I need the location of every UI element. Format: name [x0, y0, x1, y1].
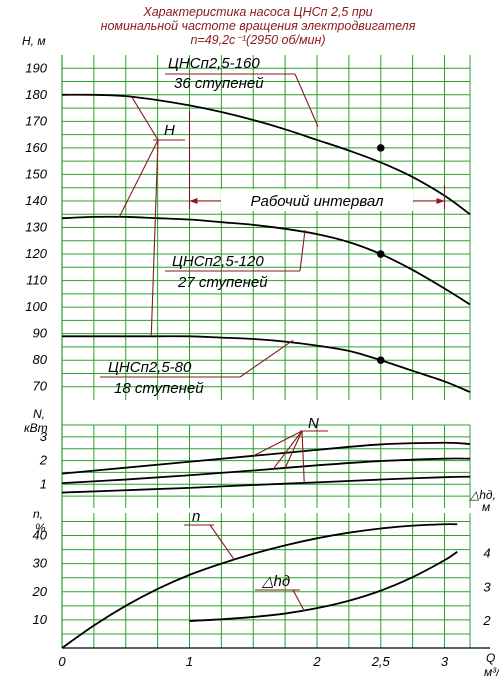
power-axis-label: N,	[33, 407, 45, 421]
head-tick-label: 170	[25, 113, 47, 128]
interval-arrow-left	[189, 197, 198, 204]
head-tick-label: 120	[25, 246, 47, 261]
h-leader-1	[118, 139, 159, 218]
eff-tick-label: 10	[33, 612, 48, 627]
head-curve-0	[61, 93, 471, 215]
x-tick-label: 2,5	[371, 654, 391, 669]
x-tick-label: 2	[312, 654, 321, 669]
n-leader-1	[284, 430, 303, 469]
head-tick-label: 90	[33, 326, 48, 341]
npsh-label: △hд	[261, 573, 290, 590]
h-leader-0	[131, 97, 159, 141]
npsh-tick-label: 3	[483, 579, 491, 594]
series-label-leader-2	[239, 339, 294, 378]
npsh-leader	[292, 589, 305, 612]
chart-title-line3: n=49,2с⁻¹(2950 об/мин)	[190, 33, 325, 47]
eff-tick-label: 40	[33, 528, 48, 543]
head-tick-label: 110	[26, 273, 47, 288]
x-tick-label: 0	[58, 654, 66, 669]
eff-axis-label: n,	[33, 507, 43, 521]
power-curve-0	[61, 441, 471, 475]
eff-axis-unit: %	[35, 521, 46, 535]
interval-arrow-right	[436, 197, 445, 204]
head-marker-2	[376, 356, 385, 364]
chart-title-line2: номинальной частоте вращения электродвиг…	[101, 19, 416, 33]
head-marker-0	[376, 144, 385, 152]
power-tick-label: 1	[40, 476, 47, 491]
head-curve-2	[62, 335, 471, 393]
head-tick-label: 150	[25, 166, 47, 181]
eff-label: n	[192, 508, 200, 525]
power-tick-label: 2	[39, 453, 48, 468]
n-label: N	[308, 415, 319, 432]
head-tick-label: 160	[25, 140, 47, 155]
grid-layer	[61, 55, 471, 648]
head-marker-1	[376, 250, 385, 258]
series-label-leader-1	[299, 230, 306, 272]
npsh-curve-0	[189, 551, 458, 622]
n-leader-3	[271, 430, 303, 471]
head-tick-label: 180	[25, 87, 47, 102]
npsh-tick-label: 2	[482, 613, 491, 628]
head-tick-label: 70	[33, 379, 48, 394]
eff-tick-label: 20	[32, 584, 48, 599]
head-curve-1	[61, 215, 471, 306]
x-axis-unit: м³/ч	[484, 665, 499, 679]
power-curve-2	[61, 475, 471, 494]
chart-title-line1: Характеристика насоса ЦНСп 2,5 при	[142, 5, 372, 19]
power-axis-unit: кВт	[24, 421, 48, 435]
npsh-axis-unit: м	[482, 500, 490, 514]
npsh-axis-label: △hд,	[469, 488, 496, 502]
power-curve-1	[61, 457, 471, 484]
series-pump-label-2: ЦНСп2,5-80	[108, 359, 192, 376]
head-tick-label: 140	[25, 193, 47, 208]
series-stages-label-2: 18 ступеней	[114, 380, 204, 397]
head-tick-label: 190	[25, 60, 47, 75]
n-leader-0	[253, 430, 303, 457]
series-stages-label-0: 36 ступеней	[174, 75, 264, 92]
head-tick-label: 100	[25, 299, 47, 314]
x-axis-label: Q	[486, 651, 495, 665]
h-leader-2	[150, 139, 159, 337]
labels-layer: ЦНСп2,5-160 36 ступеней ЦНСп2,5-120 27 ступ…	[100, 55, 446, 612]
head-axis-label: H, м	[22, 34, 46, 48]
h-label: H	[164, 122, 175, 139]
x-tick-label: 3	[441, 654, 449, 669]
series-label-leader-0	[294, 73, 319, 127]
series-pump-label-1: ЦНСп2,5-120	[172, 253, 264, 270]
eff-curve-0	[61, 523, 458, 649]
series-stages-label-1: 27 ступеней	[177, 274, 268, 291]
eff-leader	[209, 524, 235, 560]
interval-label: Рабочий интервал	[251, 193, 385, 210]
npsh-tick-label: 4	[483, 546, 490, 561]
series-pump-label-0: ЦНСп2,5-160	[168, 55, 260, 72]
interval-label-bg	[221, 188, 413, 211]
head-tick-label: 130	[25, 220, 47, 235]
eff-tick-label: 30	[33, 556, 48, 571]
n-leader-2	[301, 430, 305, 484]
x-tick-label: 1	[186, 654, 193, 669]
power-tick-label: 3	[40, 429, 48, 444]
head-tick-label: 80	[33, 352, 48, 367]
